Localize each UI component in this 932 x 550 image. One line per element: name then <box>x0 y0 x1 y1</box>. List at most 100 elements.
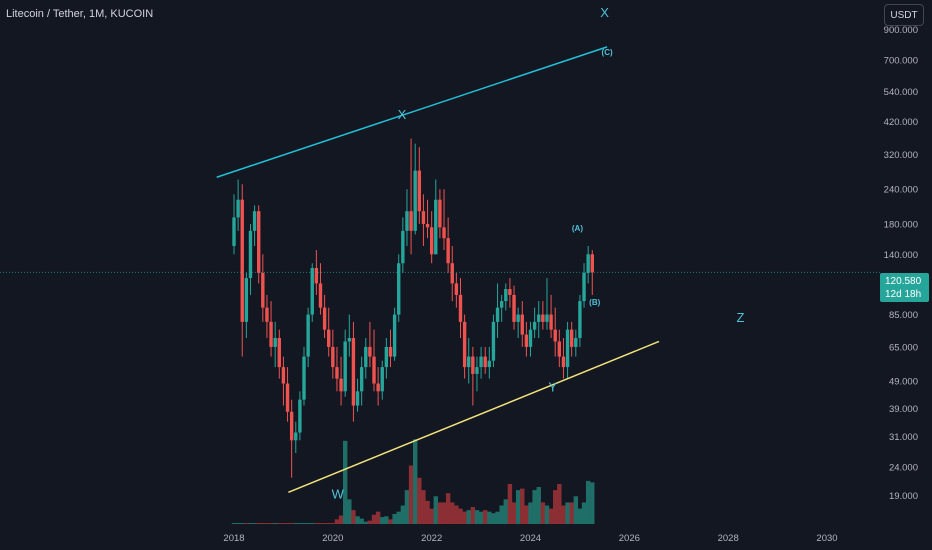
volume-bar <box>281 523 286 524</box>
candle-body <box>273 337 277 347</box>
volume-bar <box>553 490 558 524</box>
candle-body <box>265 307 269 322</box>
candle-body <box>257 211 261 273</box>
upper-channel-line[interactable] <box>216 46 608 178</box>
candle-body <box>471 356 475 374</box>
candle-body <box>524 334 529 347</box>
candle-body <box>499 301 504 308</box>
candle-body <box>487 360 492 368</box>
candle-body <box>557 341 562 357</box>
volume-bar <box>470 507 476 524</box>
volume-bar <box>322 523 327 524</box>
candle-body <box>516 314 520 322</box>
candle-body <box>458 294 463 322</box>
volume-bar <box>487 511 492 524</box>
volume-bar <box>326 523 331 524</box>
wave-label: W <box>332 487 345 502</box>
time-axis[interactable]: 2018 2020 2022 2024 2026 2028 2030 <box>223 533 837 544</box>
volume-bar <box>272 523 278 524</box>
candle-body <box>545 314 549 322</box>
volume-bar <box>544 505 550 524</box>
time-tick-label: 2030 <box>816 533 837 544</box>
candle-body <box>532 321 537 330</box>
candle-body <box>388 346 393 357</box>
candle-body <box>475 367 479 374</box>
candle-body <box>549 314 553 330</box>
candle-body <box>405 211 409 231</box>
candle-body <box>281 367 286 384</box>
candle-body <box>446 238 450 264</box>
candle-body <box>512 294 516 322</box>
candle-body <box>244 278 249 322</box>
volume-bar <box>256 523 261 524</box>
volume-bar <box>359 518 364 524</box>
volume-bar <box>445 493 451 524</box>
volume-bar <box>347 499 352 524</box>
candle-body <box>248 230 253 279</box>
volume-bar <box>367 520 373 524</box>
candle-body <box>376 383 380 392</box>
price-tick-label: 240.000 <box>884 185 918 196</box>
candle-body <box>590 254 594 273</box>
time-tick-label: 2024 <box>520 533 541 544</box>
candle-body <box>582 272 586 302</box>
volume-bar <box>569 502 574 524</box>
volume-bar <box>293 523 298 524</box>
candle-body <box>364 346 368 368</box>
volume-bar <box>507 483 513 524</box>
candle-body <box>586 254 590 273</box>
currency-button[interactable]: USDT <box>884 4 924 26</box>
price-tick-label: 49.000 <box>889 377 918 388</box>
price-tick-label: 31.000 <box>889 432 918 443</box>
volume-bar <box>515 490 521 524</box>
trendlines <box>0 46 880 494</box>
volume-bar <box>412 439 418 524</box>
candle-body <box>438 199 442 228</box>
volume-bar <box>384 516 389 524</box>
candle-body <box>467 356 471 368</box>
candle-body <box>541 314 545 322</box>
volume-bar <box>310 523 315 524</box>
volume-bar <box>417 477 422 524</box>
candlestick-series <box>232 138 594 478</box>
price-axis[interactable]: 900.000 700.000 540.000 420.000 320.000 240.0… <box>884 25 918 502</box>
candle-body <box>355 391 360 406</box>
price-tick-label: 65.000 <box>889 342 918 353</box>
candle-body <box>397 263 401 315</box>
volume-bar <box>581 502 587 524</box>
volume-bar <box>573 496 578 524</box>
volume-bar <box>231 523 237 524</box>
volume-bar <box>388 519 393 524</box>
volume-bar <box>314 523 319 524</box>
volume-bar <box>248 523 253 524</box>
volume-bar <box>561 505 566 524</box>
candle-body <box>537 314 541 322</box>
last-price-tag: 120.580 12d 18h <box>880 273 929 302</box>
candle-body <box>335 367 339 379</box>
candle-body <box>322 307 327 330</box>
volume-bar <box>260 523 266 524</box>
volume-bar <box>499 505 504 524</box>
volume-bar <box>334 519 340 524</box>
volume-bars <box>231 439 595 524</box>
candle-body <box>504 289 508 302</box>
candle-body <box>306 314 310 357</box>
volume-bar <box>462 511 467 524</box>
volume-bar <box>421 490 426 524</box>
volume-bar <box>252 523 257 524</box>
volume-bar <box>425 500 430 524</box>
candle-body <box>285 383 290 412</box>
volume-bar <box>408 465 414 524</box>
lower-channel-line[interactable] <box>288 340 660 494</box>
candle-body <box>347 337 352 342</box>
volume-bar <box>557 483 562 524</box>
volume-bar <box>355 516 360 524</box>
candle-body <box>232 217 236 246</box>
volume-bar <box>511 502 517 524</box>
candle-body <box>462 321 467 368</box>
candle-body <box>302 356 306 400</box>
time-tick-label: 2026 <box>619 533 640 544</box>
volume-bar <box>289 523 294 524</box>
volume-bar <box>548 508 554 524</box>
